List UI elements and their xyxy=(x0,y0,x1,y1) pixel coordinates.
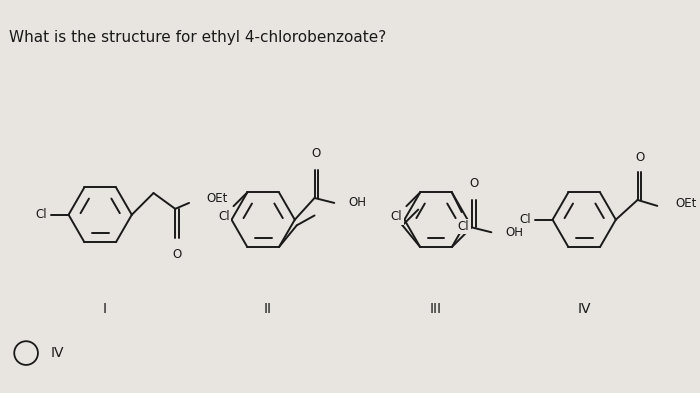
Text: O: O xyxy=(173,248,182,261)
Text: What is the structure for ethyl 4-chlorobenzoate?: What is the structure for ethyl 4-chloro… xyxy=(9,30,386,45)
Text: OEt: OEt xyxy=(207,193,228,206)
Text: Cl: Cl xyxy=(391,210,402,223)
Text: Cl: Cl xyxy=(35,208,47,221)
Text: III: III xyxy=(430,301,442,316)
Text: IV: IV xyxy=(51,346,64,360)
Text: II: II xyxy=(264,301,272,316)
Text: I: I xyxy=(103,301,107,316)
Text: OEt: OEt xyxy=(675,197,696,210)
Text: O: O xyxy=(469,177,478,190)
Text: Cl: Cl xyxy=(458,220,470,233)
Text: Cl: Cl xyxy=(519,213,531,226)
Text: Cl: Cl xyxy=(218,210,230,223)
Text: IV: IV xyxy=(578,301,591,316)
Text: OH: OH xyxy=(348,196,366,209)
Text: O: O xyxy=(635,151,644,164)
Text: OH: OH xyxy=(505,226,523,239)
Text: O: O xyxy=(312,147,321,160)
